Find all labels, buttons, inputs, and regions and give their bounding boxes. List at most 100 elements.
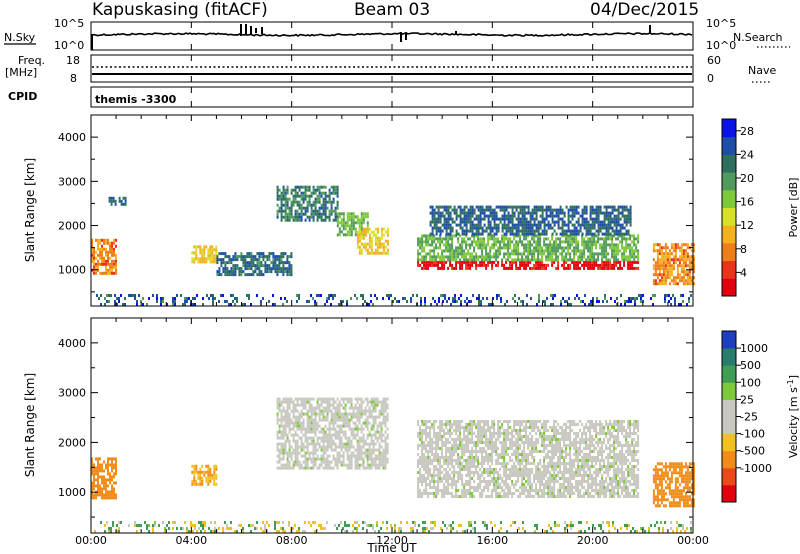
cell — [607, 234, 610, 238]
cell — [378, 433, 381, 437]
cell — [668, 282, 671, 286]
cell — [517, 258, 520, 262]
cell — [545, 258, 548, 262]
cell — [629, 237, 632, 241]
cell — [203, 254, 206, 258]
cell — [525, 229, 528, 233]
cell — [318, 430, 321, 434]
cell — [557, 243, 560, 247]
cell — [591, 246, 594, 250]
cell — [523, 220, 526, 224]
cell — [615, 252, 618, 256]
cell — [342, 224, 345, 228]
cell — [358, 236, 361, 240]
cell — [193, 470, 196, 474]
cell — [427, 444, 430, 447]
cell — [262, 297, 264, 300]
cell — [290, 421, 293, 425]
cell — [423, 465, 426, 468]
cell — [384, 436, 387, 440]
cell — [439, 468, 442, 471]
cell — [535, 211, 538, 215]
cell — [228, 270, 231, 274]
cell — [684, 252, 687, 256]
cell — [599, 205, 602, 209]
cell — [318, 445, 321, 449]
cell — [469, 205, 472, 209]
cell — [256, 264, 259, 268]
cell — [551, 220, 554, 224]
cell — [298, 466, 301, 470]
cell — [304, 466, 307, 470]
cell — [593, 243, 596, 247]
cell — [296, 400, 299, 404]
cell — [449, 429, 452, 432]
cell — [585, 243, 588, 247]
cell — [613, 255, 616, 259]
cell — [142, 297, 144, 300]
cell — [374, 448, 377, 452]
cell — [199, 248, 202, 252]
cell — [609, 246, 612, 250]
cell — [573, 223, 576, 227]
cell — [433, 426, 436, 429]
cell — [573, 260, 576, 264]
cell — [441, 211, 444, 215]
cell — [477, 462, 480, 465]
cell — [433, 465, 436, 468]
cell — [607, 217, 610, 221]
cell — [551, 232, 554, 236]
cell — [322, 433, 325, 437]
cell — [417, 263, 420, 267]
cell — [423, 441, 426, 444]
cell — [193, 476, 196, 480]
cell — [569, 258, 572, 262]
cell — [368, 466, 371, 470]
cell — [459, 208, 462, 212]
cell — [276, 397, 279, 401]
cell — [105, 259, 107, 263]
cell — [666, 255, 669, 259]
cell — [348, 230, 351, 234]
cell — [605, 232, 608, 236]
cell — [573, 229, 576, 233]
cell — [441, 240, 444, 244]
cell — [688, 258, 691, 262]
cell — [294, 430, 297, 434]
cell — [479, 211, 482, 215]
cell — [561, 240, 564, 244]
cell — [417, 243, 420, 247]
cell — [467, 429, 470, 432]
cell — [467, 468, 470, 471]
cell — [487, 208, 490, 212]
cell — [234, 264, 237, 268]
cell — [417, 486, 420, 489]
cell — [184, 297, 186, 300]
cell — [577, 232, 580, 236]
cell — [607, 266, 610, 270]
cell — [475, 260, 478, 264]
cell — [288, 267, 291, 271]
cell — [425, 447, 428, 450]
cell — [521, 211, 524, 215]
cell — [332, 466, 335, 470]
cell — [557, 260, 560, 264]
cell — [300, 436, 303, 440]
cell — [469, 252, 472, 256]
cell — [113, 466, 115, 470]
cell — [459, 438, 462, 441]
cell — [543, 249, 546, 253]
cell — [334, 445, 337, 449]
cell — [511, 232, 514, 236]
cell — [111, 265, 113, 269]
cell — [427, 266, 430, 270]
cell — [370, 403, 373, 407]
cell — [298, 203, 301, 207]
cell — [314, 427, 317, 431]
cell — [314, 418, 317, 422]
cell — [555, 249, 558, 253]
cell — [374, 466, 377, 470]
cell — [680, 276, 683, 280]
cell — [563, 258, 566, 262]
cell — [362, 212, 365, 216]
